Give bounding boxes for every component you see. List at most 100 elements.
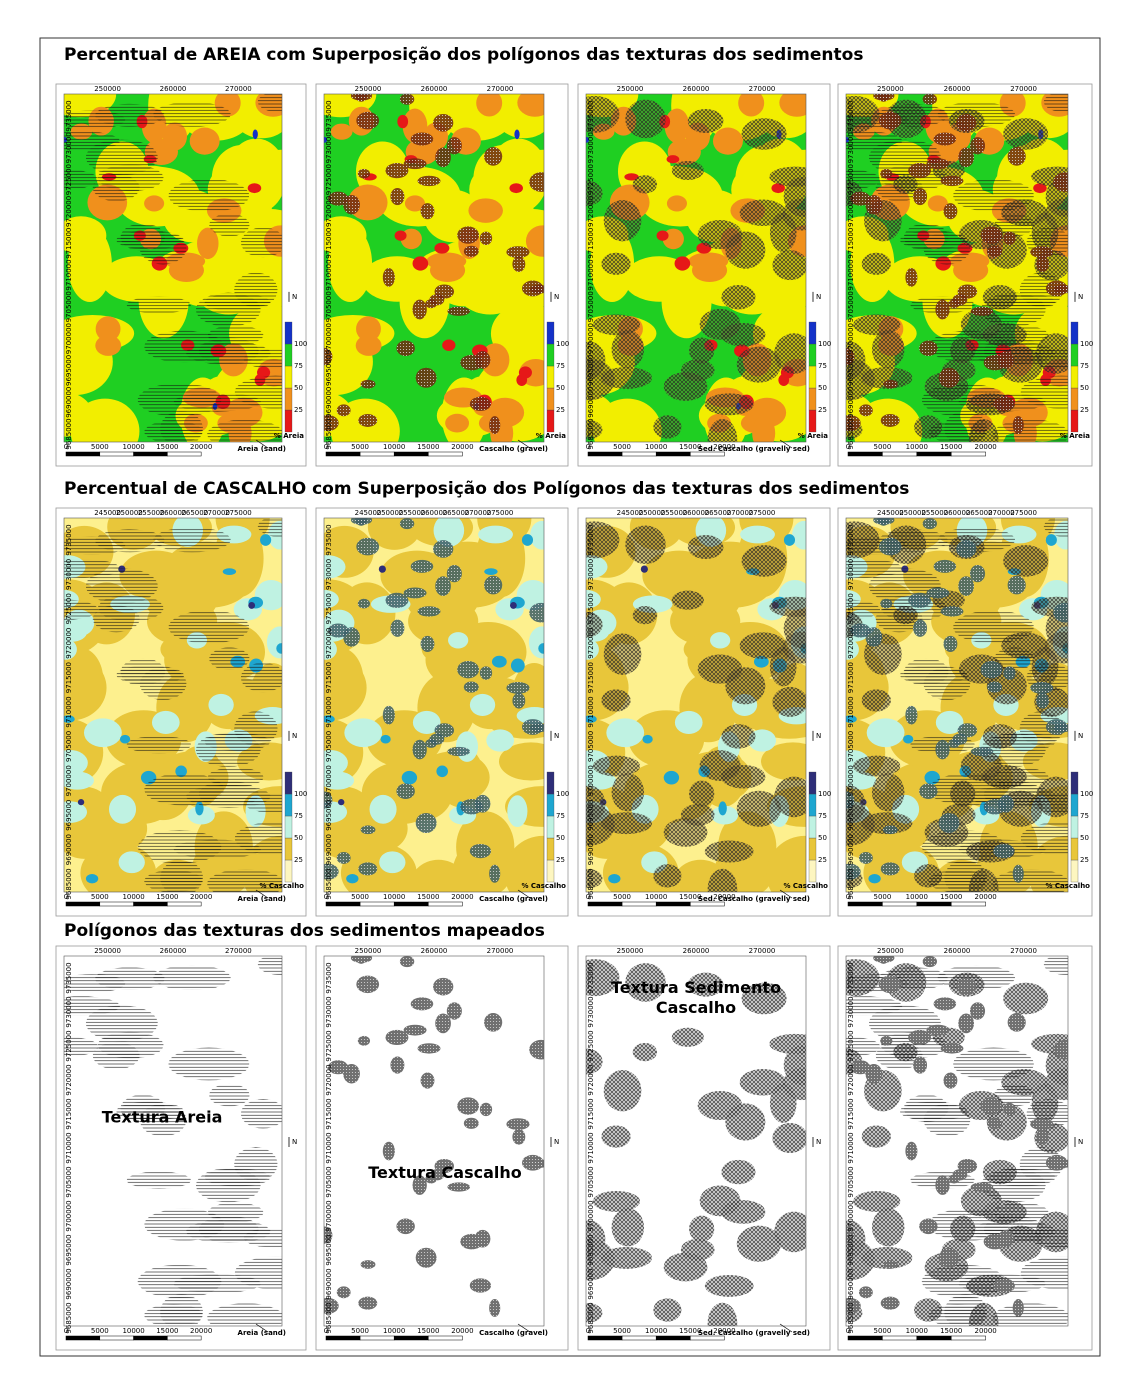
- north-label: N: [1078, 293, 1083, 301]
- map-shape: [1013, 1299, 1024, 1317]
- y-coordinate-label: 9730000: [325, 132, 333, 163]
- x-coordinate-label: 250000: [355, 947, 382, 955]
- scale-label: 5000: [351, 1327, 369, 1335]
- y-coordinate-label: 9720000: [65, 628, 73, 659]
- north-label: N: [292, 1138, 297, 1146]
- map-shape: [772, 250, 807, 280]
- map-shape: [78, 799, 84, 805]
- map-shape: [447, 307, 470, 316]
- map-shape: [971, 1182, 994, 1191]
- map-shape: [390, 1056, 404, 1073]
- scale-bar-segment: [656, 452, 690, 456]
- map-shape: [970, 565, 985, 582]
- y-coordinate-label: 9695000: [325, 800, 333, 831]
- map-panel: 2500002600002700009685000969000096950009…: [30, 68, 317, 466]
- scale-bar-segment: [360, 1336, 394, 1340]
- legend-swatch: [285, 344, 292, 366]
- map-shape: [953, 611, 1034, 644]
- map-shape: [1003, 232, 1015, 245]
- map-shape: [447, 565, 462, 582]
- map-shape: [913, 620, 927, 637]
- map-shape: [475, 795, 491, 813]
- y-coordinate-label: 9700000: [587, 1200, 595, 1231]
- map-panel: 2500002600002700009685000969000096950009…: [564, 946, 830, 1350]
- map-shape: [881, 862, 900, 875]
- map-shape: [169, 179, 250, 212]
- y-coordinate-label: 9735000: [325, 100, 333, 131]
- scale-bar-segment: [882, 902, 916, 906]
- map-shape: [721, 323, 765, 347]
- y-coordinate-label: 9735000: [325, 962, 333, 993]
- map-shape: [241, 663, 285, 693]
- map-shape: [993, 1278, 1014, 1292]
- scale-bar-segment: [622, 1336, 656, 1340]
- note-label: Areia (sand): [238, 1329, 286, 1337]
- map-shape: [260, 534, 271, 546]
- y-coordinate-label: 9690000: [847, 834, 855, 865]
- map-shape: [923, 94, 937, 105]
- map-shape: [344, 718, 382, 747]
- y-coordinate-label: 9725000: [65, 1030, 73, 1061]
- scale-bar-segment: [66, 1336, 100, 1340]
- map-shape: [522, 281, 544, 297]
- y-coordinate-label: 9735000: [587, 524, 595, 555]
- map-shape: [116, 231, 183, 250]
- x-coordinate-label: 270000: [749, 947, 776, 955]
- scale-label: 15000: [940, 893, 962, 901]
- map-shape: [721, 1200, 765, 1224]
- map-shape: [383, 1142, 395, 1161]
- y-coordinate-label: 9725000: [325, 593, 333, 624]
- map-shape: [859, 852, 873, 864]
- legend-label: 75: [294, 812, 303, 820]
- map-shape: [390, 620, 404, 637]
- map-shape: [725, 1103, 765, 1140]
- map-shape: [328, 227, 372, 302]
- map-shape: [138, 830, 222, 863]
- scale-label: 15000: [156, 893, 178, 901]
- y-coordinate-label: 9700000: [65, 1200, 73, 1231]
- legend-title: % Cascalho: [259, 882, 304, 890]
- y-coordinate-label: 9710000: [847, 1132, 855, 1163]
- x-coordinate-label: 260000: [421, 947, 448, 955]
- map-shape: [601, 1125, 630, 1147]
- map-shape: [633, 175, 657, 193]
- map-shape: [721, 765, 765, 789]
- legend-label: 50: [1080, 834, 1089, 842]
- north-label: N: [554, 1138, 559, 1146]
- map-panel: 2450002500002550002600002650002700002750…: [28, 492, 320, 921]
- map-shape: [1036, 256, 1049, 272]
- map-shape: [470, 1278, 491, 1292]
- legend-swatch: [547, 344, 554, 366]
- legend-label: 100: [1080, 790, 1093, 798]
- map-shape: [721, 724, 755, 748]
- map-shape: [998, 1230, 1014, 1248]
- scale-bar-segment: [167, 1336, 201, 1340]
- legend-swatch: [809, 816, 816, 838]
- map-shape: [740, 632, 786, 659]
- scale-label: 15000: [417, 893, 439, 901]
- y-coordinate-label: 9690000: [847, 1268, 855, 1299]
- y-coordinate-label: 9720000: [847, 1064, 855, 1095]
- map-shape: [470, 844, 491, 858]
- scale-label: 0: [586, 893, 590, 901]
- row-title: Percentual de AREIA com Superposição dos…: [64, 45, 863, 65]
- map-shape: [987, 1118, 1002, 1129]
- legend-swatch: [285, 366, 292, 388]
- map-shape: [480, 666, 492, 679]
- map-shape: [939, 368, 960, 388]
- legend-label: 50: [1080, 384, 1089, 392]
- map-shape: [426, 253, 466, 271]
- map-shape: [612, 1208, 644, 1246]
- scale-bar-segment: [100, 902, 134, 906]
- legend-swatch: [547, 366, 554, 388]
- legend-label: 100: [294, 790, 307, 798]
- map-shape: [900, 665, 967, 684]
- scale-bar-segment: [134, 902, 168, 906]
- map-panel: 2500002600002700009685000969000096950009…: [30, 946, 316, 1350]
- map-shape: [522, 1155, 544, 1171]
- map-shape: [853, 1191, 900, 1212]
- y-coordinate-label: 9695000: [587, 355, 595, 386]
- x-coordinate-label: 260000: [944, 947, 971, 955]
- x-coordinate-label: 270000: [1010, 947, 1037, 955]
- map-shape: [506, 682, 529, 694]
